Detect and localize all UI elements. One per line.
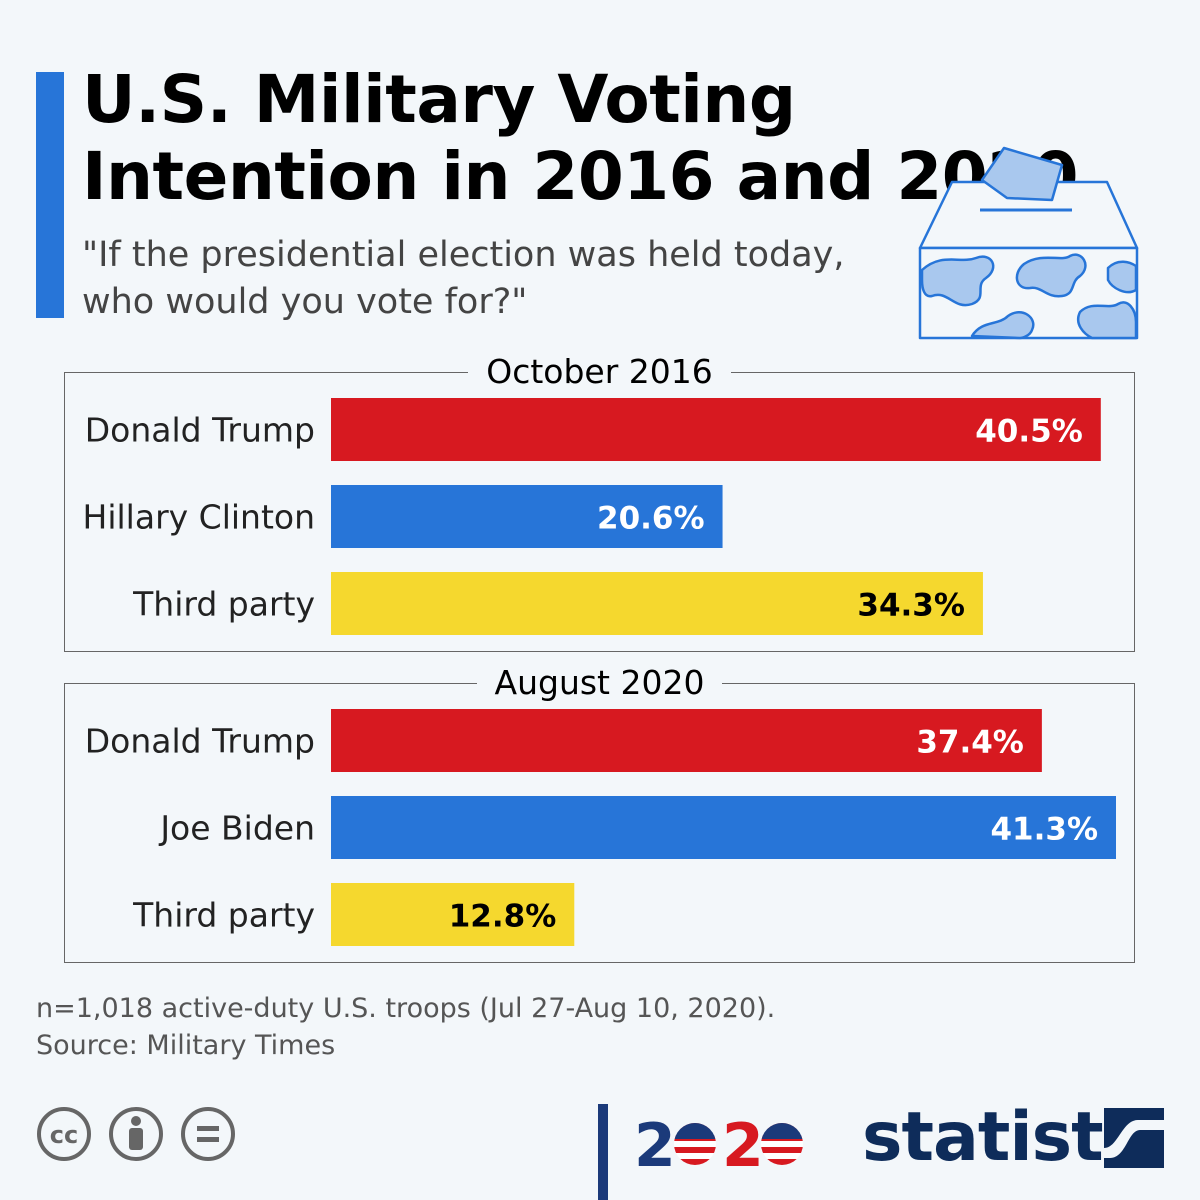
value-label: 37.4% bbox=[916, 725, 1024, 761]
category-label: Donald Trump bbox=[85, 722, 315, 761]
panel-2016: Donald Trump 40.5% Hillary Clinton 20.6% Thi… bbox=[64, 352, 1135, 652]
statista-logo-icon bbox=[1104, 1108, 1164, 1168]
bar bbox=[331, 398, 1101, 461]
digit-2-first: 2 bbox=[634, 1111, 676, 1181]
category-label: Hillary Clinton bbox=[83, 498, 315, 537]
license-icons: cc bbox=[37, 1107, 235, 1161]
panel-2020: Donald Trump 37.4% Joe Biden 41.3% Third par… bbox=[64, 663, 1135, 963]
bar bbox=[331, 883, 575, 946]
page-title: U.S. Military Voting Intention in 2016 a… bbox=[82, 61, 1079, 215]
panel-title-2020: August 2020 bbox=[65, 663, 1134, 702]
attribution-icon[interactable] bbox=[109, 1107, 163, 1161]
digit-2-second: 2 bbox=[722, 1111, 764, 1181]
category-label: Third party bbox=[132, 896, 315, 935]
panel-title-2016: October 2016 bbox=[65, 352, 1134, 391]
flag-ball-icon bbox=[761, 1123, 803, 1165]
value-label: 41.3% bbox=[990, 812, 1098, 848]
category-label: Donald Trump bbox=[85, 411, 315, 450]
flag-ball-icon bbox=[674, 1123, 716, 1165]
cc-icon[interactable]: cc bbox=[37, 1107, 91, 1161]
bar bbox=[331, 709, 1042, 772]
value-label: 20.6% bbox=[597, 501, 705, 537]
svg-text:cc: cc bbox=[50, 1121, 78, 1149]
chart-2020: Donald Trump 37.4% Joe Biden 41.3% Third par… bbox=[85, 709, 1116, 946]
panel-title-2020-text: August 2020 bbox=[476, 663, 723, 702]
sample-note: n=1,018 active-duty U.S. troops (Jul 27-… bbox=[36, 993, 776, 1024]
no-derivatives-icon[interactable] bbox=[181, 1107, 235, 1161]
bar bbox=[331, 572, 983, 635]
value-label: 12.8% bbox=[449, 899, 557, 935]
value-label: 40.5% bbox=[975, 414, 1083, 450]
chart-2016: Donald Trump 40.5% Hillary Clinton 20.6% Thi… bbox=[83, 398, 1101, 635]
footnote: n=1,018 active-duty U.S. troops (Jul 27-… bbox=[36, 990, 775, 1065]
election-2020-logo: 2 2 bbox=[598, 1104, 803, 1200]
accent-bar bbox=[36, 72, 64, 318]
statista-wordmark: statista bbox=[862, 1098, 1149, 1177]
category-label: Joe Biden bbox=[158, 809, 315, 848]
bar bbox=[331, 796, 1116, 859]
ballot-box-icon bbox=[918, 146, 1139, 340]
value-label: 34.3% bbox=[857, 588, 965, 624]
bar bbox=[331, 485, 723, 548]
source-note: Source: Military Times bbox=[36, 1030, 336, 1062]
panel-title-2016-text: October 2016 bbox=[468, 352, 731, 391]
category-label: Third party bbox=[132, 585, 315, 624]
page-subtitle: "If the presidential election was held t… bbox=[82, 235, 845, 322]
